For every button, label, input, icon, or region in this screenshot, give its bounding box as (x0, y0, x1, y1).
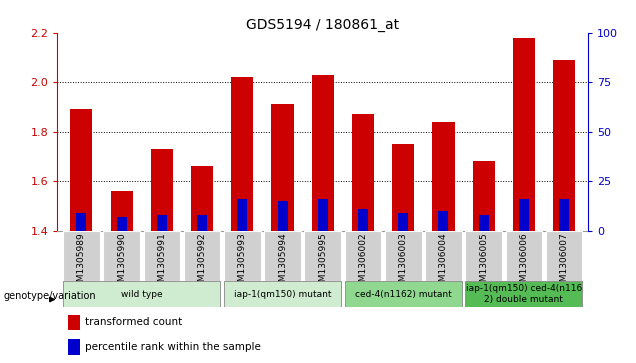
Bar (513, 38, 535, 231)
Text: GSM1305995: GSM1305995 (318, 232, 328, 293)
Text: percentile rank within the sample: percentile rank within the sample (85, 342, 261, 352)
Bar (559, 199, 569, 231)
Bar (345, 231, 382, 281)
Text: GSM1306004: GSM1306004 (439, 232, 448, 293)
Bar (191, 166, 213, 231)
Bar (68, 339, 80, 355)
Bar (68, 315, 80, 330)
Text: GSM1305991: GSM1305991 (157, 232, 167, 293)
Bar (116, 217, 127, 231)
Bar (473, 161, 495, 231)
Bar (184, 231, 221, 281)
Bar (358, 209, 368, 231)
Text: transformed count: transformed count (85, 318, 182, 327)
Bar (466, 231, 502, 281)
Text: GSM1305992: GSM1305992 (198, 232, 207, 293)
Bar (425, 231, 462, 281)
Bar (237, 199, 247, 231)
Bar (224, 281, 341, 307)
Text: GSM1306003: GSM1306003 (399, 232, 408, 293)
Text: wild type: wild type (121, 290, 163, 298)
Bar (506, 231, 543, 281)
Bar (398, 213, 408, 231)
Text: iap-1(qm150) mutant: iap-1(qm150) mutant (234, 290, 331, 298)
Bar (519, 199, 529, 231)
Text: genotype/variation: genotype/variation (3, 291, 96, 301)
Bar (277, 201, 287, 231)
Bar (312, 75, 334, 231)
Bar (432, 122, 455, 231)
Bar (305, 231, 341, 281)
Bar (553, 60, 575, 231)
Text: GSM1305990: GSM1305990 (117, 232, 126, 293)
Bar (111, 191, 133, 231)
Bar (392, 144, 414, 231)
Text: GSM1305989: GSM1305989 (77, 232, 86, 293)
Bar (197, 215, 207, 231)
Text: GSM1306007: GSM1306007 (560, 232, 569, 293)
Bar (103, 231, 140, 281)
Bar (151, 149, 173, 231)
Bar (345, 281, 462, 307)
Bar (232, 77, 253, 231)
Bar (157, 215, 167, 231)
Bar (272, 105, 294, 231)
Bar (224, 231, 261, 281)
Bar (264, 231, 301, 281)
Bar (144, 231, 180, 281)
Text: GSM1306006: GSM1306006 (520, 232, 529, 293)
Bar (385, 231, 422, 281)
Text: ced-4(n1162) mutant: ced-4(n1162) mutant (355, 290, 452, 298)
Text: iap-1(qm150) ced-4(n116
2) double mutant: iap-1(qm150) ced-4(n116 2) double mutant (466, 284, 582, 304)
Bar (63, 281, 221, 307)
Bar (479, 215, 488, 231)
Title: GDS5194 / 180861_at: GDS5194 / 180861_at (246, 18, 399, 32)
Bar (466, 281, 583, 307)
Bar (546, 231, 583, 281)
Text: GSM1306005: GSM1306005 (479, 232, 488, 293)
Bar (63, 231, 100, 281)
Text: GSM1305993: GSM1305993 (238, 232, 247, 293)
Bar (318, 199, 328, 231)
Bar (352, 114, 374, 231)
Text: GSM1306002: GSM1306002 (359, 232, 368, 293)
Bar (76, 213, 86, 231)
Text: GSM1305994: GSM1305994 (278, 232, 287, 293)
Bar (71, 109, 92, 231)
Bar (438, 211, 448, 231)
